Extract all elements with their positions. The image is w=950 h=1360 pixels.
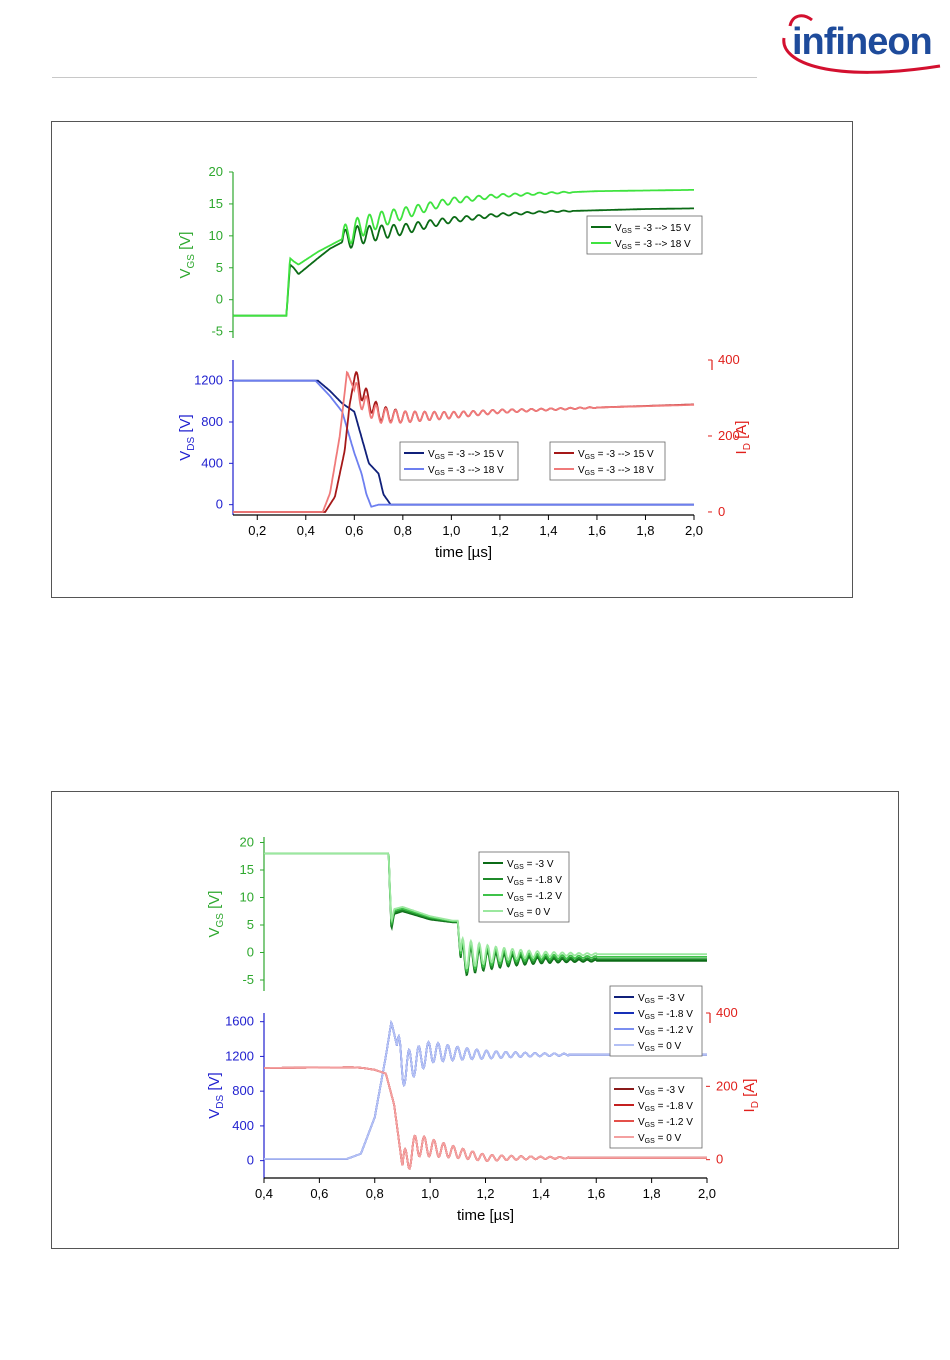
id-tick-label: 200 [716, 1078, 738, 1093]
legend-label: VGS = -3 V [638, 1085, 685, 1097]
vgs-legend [586, 215, 703, 255]
vgs-tick-label: 10 [240, 890, 254, 905]
x-tick-label: 0,8 [394, 523, 412, 538]
id-axis-label: ID [A] [733, 421, 753, 455]
infineon-logo: infineon [782, 14, 941, 74]
vgs-series-line [233, 189, 694, 317]
x-tick-label: 0,6 [310, 1186, 328, 1201]
vgs-tick-label: 0 [247, 945, 254, 960]
vgs-panel: -5 0 5 10 15 20 VGS [V] VGS = -3 --> 15 V VGS = … [177, 164, 703, 339]
vds-tick-label: 400 [201, 455, 223, 470]
x-tick-label: 1,0 [442, 523, 460, 538]
vds-tick-label: 800 [201, 414, 223, 429]
id-series-line [233, 370, 694, 513]
vgs-tick-label: 5 [216, 260, 223, 275]
chart-1-svg: -5 0 5 10 15 20 VGS [V] VGS = -3 --> 15 V VGS = … [177, 164, 753, 561]
vds-tick-label: 400 [232, 1118, 254, 1133]
vgs-series-line [233, 207, 694, 317]
vgs-series-line [264, 852, 707, 970]
vgs-tick-label: 20 [240, 835, 254, 850]
vds-tick-label: 1200 [225, 1048, 254, 1063]
legend-label: VGS = 0 V [638, 1041, 682, 1053]
vds-id-panel: 0 400 800 1200 VDS [V] 0 200 400 ID [A] VGS = -3 … [177, 352, 753, 519]
legend-label: VGS = -3 --> 18 V [615, 239, 691, 251]
legend-label: VGS = -1.8 V [507, 875, 562, 887]
x-axis-label: time [µs] [457, 1207, 514, 1224]
legend-label: VGS = -3 V [638, 993, 685, 1005]
legend-label: VGS = 0 V [638, 1133, 682, 1145]
legend-label: VGS = -3 V [507, 859, 554, 871]
figure-2-frame: -5 0 5 10 15 20 VGS [V] VGS = -3 V VGS = -1.8 V V… [51, 791, 899, 1249]
legend-label: VGS = -1.2 V [638, 1025, 693, 1037]
x-tick-label: 0,4 [255, 1186, 273, 1201]
vgs-tick-label: -5 [211, 324, 223, 339]
legend-label: VGS = -3 --> 18 V [428, 465, 504, 477]
vds-id-panel: 0 400 800 1200 1600 VDS [V] 0 200 400 ID [A] VGS =… [206, 985, 761, 1178]
vds-axis-label: VDS [V] [177, 414, 197, 460]
vgs-tick-label: -5 [242, 972, 254, 987]
vgs-tick-label: 15 [240, 862, 254, 877]
legend-label: VGS = -3 --> 15 V [578, 449, 654, 461]
id-tick-label: 0 [718, 504, 725, 519]
vgs-tick-label: 0 [216, 292, 223, 307]
logo-arc-top [788, 14, 813, 27]
id-tick-label: 400 [718, 352, 740, 367]
logo-arc [782, 37, 941, 74]
legend-label: VGS = -1.2 V [638, 1117, 693, 1129]
id-legend [549, 441, 666, 481]
x-tick-label: 0,8 [366, 1186, 384, 1201]
vds-tick-label: 0 [216, 497, 223, 512]
x-tick-label: 1,6 [588, 523, 606, 538]
x-tick-label: 1,2 [491, 523, 509, 538]
legend-label: VGS = -3 --> 18 V [578, 465, 654, 477]
x-tick-label: 0,4 [297, 523, 315, 538]
chart-2-svg: -5 0 5 10 15 20 VGS [V] VGS = -3 V VGS = -1.8 V V… [206, 835, 761, 1225]
legend-label: VGS = -3 --> 15 V [615, 223, 691, 235]
vds-tick-label: 1200 [194, 373, 223, 388]
id-tick-label: 400 [716, 1005, 738, 1020]
vds-tick-label: 0 [247, 1153, 254, 1168]
vds-series-line [233, 379, 694, 508]
vgs-tick-label: 5 [247, 917, 254, 932]
vgs-axis-label: VGS [V] [206, 891, 226, 938]
x-tick-label: 1,8 [636, 523, 654, 538]
legend-label: VGS = -1.2 V [507, 891, 562, 903]
id-tick-label: 0 [716, 1152, 723, 1167]
x-tick-label: 1,2 [476, 1186, 494, 1201]
x-axis-label: time [µs] [435, 544, 492, 561]
legend-label: VGS = 0 V [507, 907, 551, 919]
x-tick-label: 1,8 [643, 1186, 661, 1201]
x-tick-label: 2,0 [685, 523, 703, 538]
header-rule [52, 77, 757, 78]
legend-label: VGS = -1.8 V [638, 1101, 693, 1113]
legend-label: VGS = -3 --> 15 V [428, 449, 504, 461]
x-tick-label: 1,6 [587, 1186, 605, 1201]
vds-tick-label: 800 [232, 1083, 254, 1098]
x-axis: 0,4 0,6 0,8 1,0 1,2 1,4 1,6 1,8 2,0 time [µs] [255, 1177, 716, 1224]
x-tick-label: 0,6 [345, 523, 363, 538]
id-axis-label: ID [A] [741, 1079, 761, 1113]
x-tick-label: 1,0 [421, 1186, 439, 1201]
id-tick-label: 200 [718, 428, 740, 443]
logo-text: infineon [792, 21, 932, 63]
legend-label: VGS = -1.8 V [638, 1009, 693, 1021]
figure-1-frame: -5 0 5 10 15 20 VGS [V] VGS = -3 --> 15 V VGS = … [51, 121, 853, 598]
x-tick-label: 1,4 [539, 523, 557, 538]
id-series-line [264, 1066, 707, 1170]
vds-legend [399, 441, 519, 481]
vgs-panel: -5 0 5 10 15 20 VGS [V] VGS = -3 V VGS = -1.8 V V… [206, 835, 707, 991]
x-tick-label: 1,4 [532, 1186, 550, 1201]
x-tick-label: 0,2 [248, 523, 266, 538]
vgs-axis-label: VGS [V] [177, 232, 197, 279]
vgs-tick-label: 15 [209, 196, 223, 211]
vgs-tick-label: 20 [209, 164, 223, 179]
x-axis: 0,2 0,4 0,6 0,8 1,0 1,2 1,4 1,6 1,8 2,0 time [µs] [233, 514, 703, 561]
x-tick-label: 2,0 [698, 1186, 716, 1201]
vds-axis-label: VDS [V] [206, 1072, 226, 1118]
vgs-tick-label: 10 [209, 228, 223, 243]
vds-tick-label: 1600 [225, 1014, 254, 1029]
